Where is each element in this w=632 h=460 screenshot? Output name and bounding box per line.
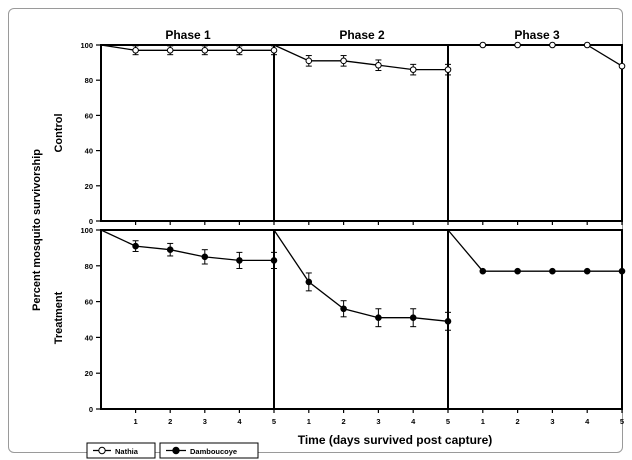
phase-3-label: Phase 3: [514, 28, 560, 42]
y-tick-label-control-40: 40: [85, 147, 93, 156]
data-point-treatment-phase-2-2: [340, 305, 347, 313]
series-line-control-phase-1: [100, 44, 274, 51]
x-tick-label-phase-3-4: 4: [585, 417, 590, 426]
y-tick-label-control-80: 80: [85, 76, 93, 85]
data-point-control-phase-3-3: [549, 41, 556, 49]
series-line-control-phase-3: [448, 44, 623, 67]
legend-nathia-marker: [98, 446, 106, 455]
panel-border-control-phase-2: [273, 44, 449, 222]
y-tick-label-treatment-0: 0: [89, 405, 93, 414]
panel-border-treatment-phase-1: [100, 229, 275, 410]
data-point-treatment-phase-3-3: [549, 267, 556, 275]
y-tick-label-treatment-20: 20: [85, 369, 93, 378]
data-point-control-phase-1-1: [132, 46, 139, 54]
panel-border-treatment-phase-2: [273, 229, 449, 410]
phase-1-label: Phase 1: [165, 28, 211, 42]
x-tick-label-phase-3-2: 2: [516, 417, 520, 426]
data-point-control-phase-3-2: [514, 41, 521, 49]
data-point-control-phase-2-4: [409, 66, 417, 73]
panel-border-control-phase-1: [100, 44, 275, 222]
data-point-treatment-phase-3-4: [583, 267, 591, 275]
data-point-treatment-phase-2-5: [444, 317, 452, 325]
data-point-treatment-phase-3-1: [479, 267, 487, 275]
legend-damboucoye-marker: [172, 446, 180, 455]
data-point-treatment-phase-3-2: [514, 267, 521, 275]
panel-border-treatment-phase-3: [447, 229, 623, 410]
data-point-treatment-phase-3-5: [618, 267, 626, 275]
series-line-treatment-phase-1: [100, 229, 274, 262]
data-point-treatment-phase-1-2: [166, 246, 174, 253]
y-axis-label: Percent mosquito survivorship: [31, 149, 43, 311]
data-point-control-phase-2-2: [340, 57, 347, 65]
data-point-control-phase-1-5: [270, 46, 278, 54]
labels-layer: Percent mosquito survivorship Time (days…: [31, 28, 560, 459]
y-tick-label-treatment-80: 80: [85, 262, 93, 271]
legend-damboucoye-label: Damboucoye: [190, 447, 237, 456]
legend-damboucoye: Damboucoye: [159, 442, 259, 459]
data-point-treatment-phase-1-4: [236, 257, 243, 264]
row-label-control: Control: [53, 113, 65, 152]
series-line-treatment-phase-3: [447, 229, 622, 272]
y-tick-label-treatment-100: 100: [80, 226, 93, 235]
y-tick-label-treatment-60: 60: [85, 298, 93, 307]
series-line-treatment-phase-2: [273, 229, 449, 322]
data-point-treatment-phase-2-3: [375, 314, 382, 322]
y-tick-label-control-20: 20: [85, 182, 93, 191]
x-tick-label-phase-3-5: 5: [620, 417, 624, 426]
y-tick-label-control-60: 60: [85, 111, 93, 120]
x-tick-label-phase-3-3: 3: [550, 417, 554, 426]
data-point-control-phase-1-4: [236, 46, 243, 54]
data-point-control-phase-1-2: [166, 46, 174, 54]
data-point-treatment-phase-1-3: [201, 253, 209, 261]
legend-nathia-label: Nathia: [115, 447, 139, 456]
x-tick-label-phase-1-3: 3: [203, 417, 207, 426]
x-tick-label-phase-2-1: 1: [307, 417, 311, 426]
data-layer: [100, 41, 626, 331]
data-point-control-phase-2-3: [375, 61, 382, 69]
series-line-control-phase-2: [273, 44, 448, 71]
data-point-treatment-phase-1-1: [132, 242, 139, 250]
legend-nathia: Nathia: [86, 442, 156, 459]
data-point-control-phase-2-1: [305, 57, 313, 65]
x-tick-label-phase-2-2: 2: [342, 417, 346, 426]
data-point-control-phase-2-5: [444, 66, 452, 73]
x-tick-label-phase-2-3: 3: [376, 417, 380, 426]
data-point-treatment-phase-1-5: [270, 257, 278, 264]
data-point-control-phase-1-3: [201, 46, 209, 54]
x-tick-label-phase-1-4: 4: [237, 417, 242, 426]
x-tick-label-phase-1-1: 1: [134, 417, 138, 426]
data-point-treatment-phase-2-1: [305, 278, 313, 286]
x-tick-label-phase-2-5: 5: [446, 417, 450, 426]
y-tick-label-control-100: 100: [80, 41, 93, 50]
data-point-control-phase-3-1: [479, 41, 487, 49]
x-tick-label-phase-1-5: 5: [272, 417, 276, 426]
row-label-treatment: Treatment: [53, 291, 65, 344]
phase-2-label: Phase 2: [339, 28, 385, 42]
data-point-treatment-phase-2-4: [409, 314, 417, 322]
x-axis-label: Time (days survived post capture): [298, 433, 493, 447]
data-point-control-phase-3-5: [618, 62, 626, 70]
y-tick-label-control-0: 0: [89, 217, 93, 226]
y-tick-label-treatment-40: 40: [85, 333, 93, 342]
x-tick-label-phase-1-2: 2: [168, 417, 172, 426]
data-point-control-phase-3-4: [583, 41, 591, 49]
legend-nathia-box: [86, 442, 156, 459]
x-tick-label-phase-2-4: 4: [411, 417, 416, 426]
panel-border-control-phase-3: [447, 44, 623, 222]
x-tick-label-phase-3-1: 1: [481, 417, 485, 426]
legend-damboucoye-box: [159, 442, 259, 459]
